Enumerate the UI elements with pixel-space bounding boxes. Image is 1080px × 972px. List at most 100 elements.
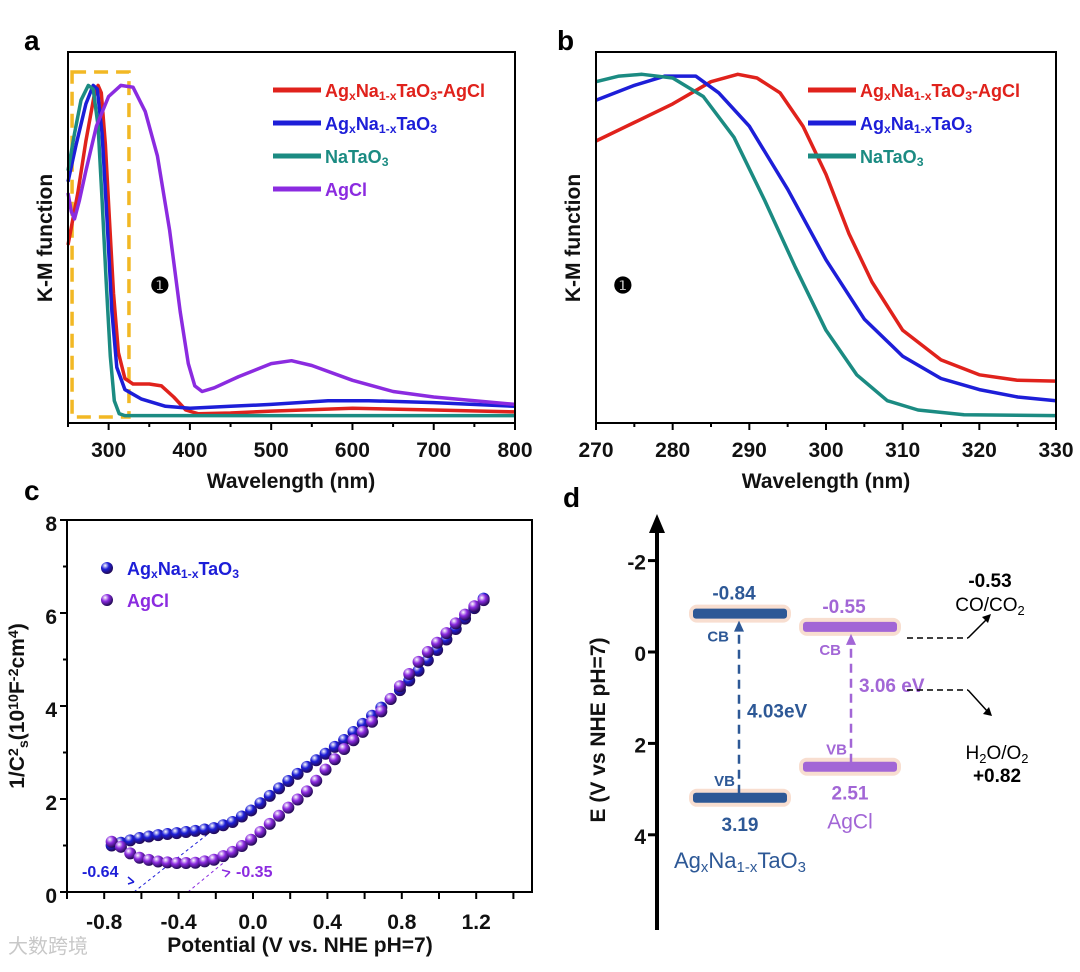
panel-a-xlabel: Wavelength (nm) xyxy=(207,470,375,493)
x-tick-label: -0.4 xyxy=(161,911,198,934)
data-point-purple xyxy=(217,850,230,863)
data-point-blue xyxy=(319,747,332,760)
legend-label-red: AgxNa1-xTaO3-AgCl xyxy=(325,81,485,103)
arrow-icon xyxy=(221,869,231,878)
data-point-purple xyxy=(133,851,146,864)
data-point-blue xyxy=(291,767,304,780)
panel-d-ylabel: E (V vs NHE pH=7) xyxy=(587,638,610,823)
data-point-purple xyxy=(431,636,444,649)
data-point-blue xyxy=(245,804,258,817)
data-point-purple xyxy=(170,857,183,870)
y-tick-label: 4 xyxy=(634,826,646,849)
x-tick-label: 0.4 xyxy=(313,911,343,934)
series-line-blue xyxy=(66,83,516,410)
data-point-purple xyxy=(124,847,137,860)
data-point-blue xyxy=(152,829,165,842)
conduction-band xyxy=(693,608,787,619)
data-point-blue xyxy=(180,826,193,839)
x-tick-label: -0.8 xyxy=(86,911,123,934)
x-tick-label: 290 xyxy=(732,439,767,462)
vb-value: 2.51 xyxy=(832,784,869,805)
panel-a-uv-vis: AgxNa1-xTaO3-AgCl AgxNa1-xTaO3 NaTaO3 AgCl 3… xyxy=(66,51,533,462)
data-point-purple xyxy=(440,627,453,640)
data-point-blue xyxy=(170,827,183,840)
arrow-head-icon xyxy=(983,707,992,716)
data-point-purple xyxy=(207,853,220,866)
x-tick-label: 1.2 xyxy=(462,911,491,934)
series-line-purple xyxy=(66,83,516,407)
y-tick-label: 4 xyxy=(45,699,57,722)
vb-value: 3.19 xyxy=(722,815,759,836)
x-tick-label: 330 xyxy=(1038,439,1073,462)
x-tick-label: 0.0 xyxy=(238,911,267,934)
cb-label: CB xyxy=(707,629,729,646)
material-name: AgxNa1-xTaO3 xyxy=(674,848,806,876)
data-point-purple xyxy=(310,774,323,787)
series-line-red xyxy=(66,83,516,416)
redox-arrow xyxy=(967,689,989,713)
data-point-blue xyxy=(421,654,434,667)
arrow-head-icon xyxy=(846,633,856,645)
data-point-purple xyxy=(142,853,155,866)
panel-b-marker: ❶ xyxy=(613,273,633,298)
panel-label-a: a xyxy=(24,25,40,56)
legend-label-teal: NaTaO3 xyxy=(860,147,924,169)
vb-label: VB xyxy=(714,773,735,790)
data-point-purple xyxy=(245,833,258,846)
data-point-blue xyxy=(282,774,295,787)
data-point-purple xyxy=(328,753,341,766)
intercept-label-blue: -0.64 xyxy=(82,864,119,881)
panel-b-ylabel: K-M function xyxy=(562,174,585,302)
data-point-blue xyxy=(310,754,323,767)
data-point-purple xyxy=(449,617,462,630)
data-point-purple xyxy=(375,705,388,718)
y-tick-label: 2 xyxy=(45,792,57,815)
redox-value: +0.82 xyxy=(973,766,1021,787)
data-point-purple xyxy=(468,600,481,613)
legend-label-teal: NaTaO3 xyxy=(325,147,389,169)
cb-label: CB xyxy=(819,642,841,659)
material-name: AgCl xyxy=(827,811,873,834)
conduction-band xyxy=(803,621,897,632)
data-point-purple xyxy=(189,856,202,869)
data-point-purple xyxy=(273,809,286,822)
data-point-blue xyxy=(412,664,425,677)
bandgap-label: 3.06 eV xyxy=(859,676,925,697)
data-point-purple xyxy=(254,826,267,839)
data-point-purple xyxy=(198,855,211,868)
data-point-purple xyxy=(347,734,360,747)
data-point-purple xyxy=(403,668,416,681)
data-point-purple xyxy=(180,856,193,869)
x-tick-label: 700 xyxy=(416,439,451,462)
x-tick-label: 0.8 xyxy=(387,911,417,934)
x-tick-label: 400 xyxy=(172,439,207,462)
data-point-purple xyxy=(226,845,239,858)
redox-couple: H2O/O2 xyxy=(966,743,1029,766)
x-tick-label: 320 xyxy=(962,439,997,462)
series-line-red xyxy=(595,72,1057,383)
data-point-blue xyxy=(161,828,174,841)
panel-c-xlabel: Potential (V vs. NHE pH=7) xyxy=(167,934,432,957)
data-point-purple xyxy=(291,793,304,806)
legend-label-blue: AgxNa1-xTaO3 xyxy=(325,114,437,136)
watermark: 大数跨境 xyxy=(8,935,88,958)
panel-a-ylabel: K-M function xyxy=(34,174,57,302)
data-point-purple xyxy=(412,655,425,668)
data-point-purple xyxy=(319,763,332,776)
data-point-purple xyxy=(152,855,165,868)
y-tick-label: 6 xyxy=(45,606,57,629)
data-point-blue xyxy=(142,830,155,843)
valence-band xyxy=(803,761,897,772)
plot-frame xyxy=(67,51,516,424)
panel-d-band-diagram: -2 0 2 4 -0.84 CB VB 4.03eV 3.19 AgxNa1-xTaO3 -0.5… xyxy=(627,514,1028,930)
legend-label-red: AgxNa1-xTaO3-AgCl xyxy=(860,81,1020,103)
panel-b-xlabel: Wavelength (nm) xyxy=(742,470,910,493)
data-point-blue xyxy=(217,819,230,832)
x-tick-label: 500 xyxy=(254,439,289,462)
panel-b-uv-vis-zoom: AgxNa1-xTaO3-AgCl AgxNa1-xTaO3 NaTaO3 270 28… xyxy=(578,51,1074,462)
legend-marker-blue xyxy=(101,562,113,574)
arrow-icon xyxy=(127,876,135,885)
data-point-blue xyxy=(235,810,248,823)
redox-value: -0.53 xyxy=(968,571,1011,592)
